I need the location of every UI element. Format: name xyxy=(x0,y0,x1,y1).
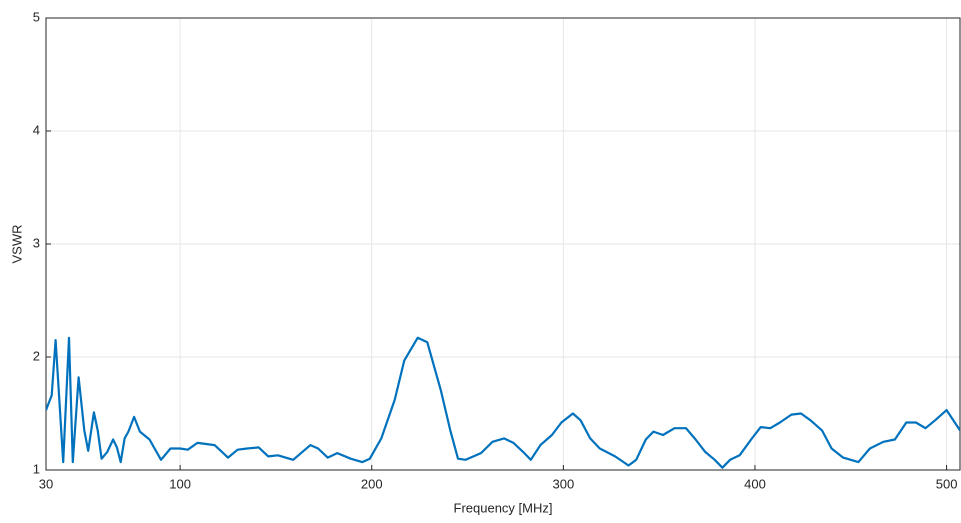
x-tick-label: 300 xyxy=(553,476,575,491)
x-tick-label: 400 xyxy=(744,476,766,491)
y-tick-label: 5 xyxy=(33,9,40,24)
x-axis-label: Frequency [MHz] xyxy=(454,500,553,515)
axes-box xyxy=(45,17,961,471)
y-tick-label: 3 xyxy=(33,235,40,250)
y-axis-label: VSWR xyxy=(9,225,24,264)
x-tick-label: 30 xyxy=(39,476,53,491)
y-tick-label: 4 xyxy=(33,122,40,137)
data-line xyxy=(46,336,960,469)
x-tick-label: 200 xyxy=(361,476,383,491)
y-tick-label: 1 xyxy=(33,461,40,476)
y-tick-label: 2 xyxy=(33,348,40,363)
x-tick-label: 100 xyxy=(169,476,191,491)
x-tick-label: 500 xyxy=(936,476,958,491)
